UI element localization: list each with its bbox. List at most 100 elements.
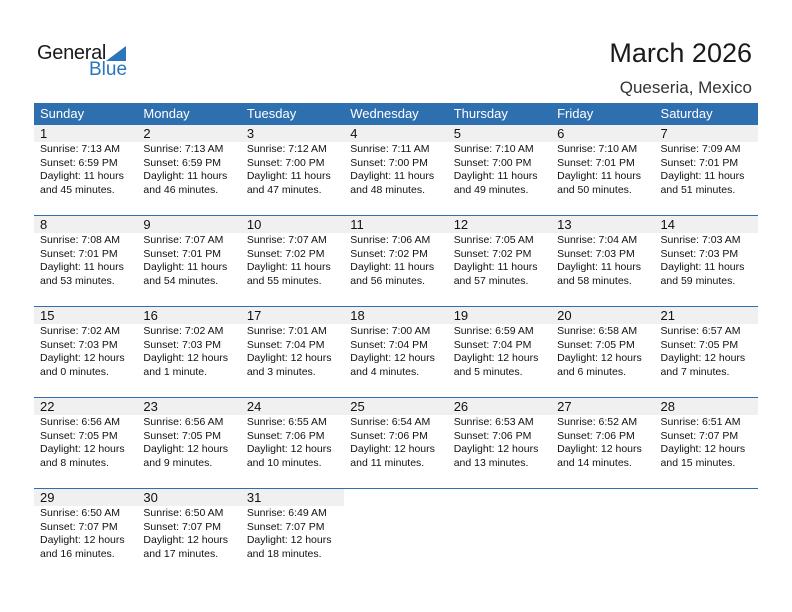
sunset-text: Sunset: 7:05 PM	[143, 429, 222, 442]
sunset-text: Sunset: 7:02 PM	[350, 247, 428, 260]
day-number: 25	[344, 398, 448, 415]
daylight2-text: and 0 minutes.	[40, 365, 109, 378]
daylight2-text: and 15 minutes.	[660, 456, 736, 469]
day-number: 24	[240, 398, 345, 415]
empty-cell	[551, 489, 654, 579]
sunset-text: Sunset: 7:05 PM	[557, 338, 635, 351]
daylight2-text: and 46 minutes.	[143, 183, 219, 196]
day-cell: 27 Sunrise: 6:52 AM Sunset: 7:06 PM Dayligh…	[551, 398, 655, 488]
sunset-text: Sunset: 7:01 PM	[557, 156, 635, 169]
sunrise-text: Sunrise: 6:52 AM	[557, 416, 638, 428]
day-cell: 11 Sunrise: 7:06 AM Sunset: 7:02 PM Dayligh…	[344, 216, 448, 306]
daylight1-text: Daylight: 11 hours	[246, 261, 331, 273]
daylight2-text: and 50 minutes.	[557, 183, 632, 196]
sunset-text: Sunset: 7:06 PM	[557, 429, 635, 442]
daylight1-text: Daylight: 12 hours	[143, 534, 229, 546]
sunset-text: Sunset: 7:00 PM	[350, 156, 428, 169]
sunrise-text: Sunrise: 6:51 AM	[660, 416, 741, 428]
day-cell: 22 Sunrise: 6:56 AM Sunset: 7:05 PM Dayligh…	[34, 398, 138, 488]
daylight1-text: Daylight: 12 hours	[453, 443, 539, 455]
daylight2-text: and 16 minutes.	[40, 547, 115, 560]
sunset-text: Sunset: 7:01 PM	[40, 247, 118, 260]
weekday-wednesday: Wednesday	[350, 106, 419, 121]
daylight2-text: and 49 minutes.	[453, 183, 529, 196]
daylight1-text: Daylight: 11 hours	[143, 170, 228, 182]
day-cell: 26 Sunrise: 6:53 AM Sunset: 7:06 PM Dayligh…	[447, 398, 552, 488]
daylight1-text: Daylight: 12 hours	[246, 534, 332, 546]
daylight1-text: Daylight: 11 hours	[40, 170, 124, 182]
sunrise-text: Sunrise: 7:06 AM	[350, 234, 431, 246]
daylight2-text: and 45 minutes.	[40, 183, 115, 196]
page-title: March 2026	[609, 38, 752, 68]
day-cell: 3 Sunrise: 7:12 AM Sunset: 7:00 PM Daylight…	[240, 125, 345, 215]
sunrise-text: Sunrise: 6:58 AM	[557, 325, 638, 337]
sunset-text: Sunset: 7:02 PM	[246, 247, 325, 260]
day-cell: 31 Sunrise: 6:49 AM Sunset: 7:07 PM Dayligh…	[240, 489, 345, 579]
day-number: 30	[137, 489, 241, 506]
sunset-text: Sunset: 6:59 PM	[143, 156, 222, 169]
day-number: 14	[654, 216, 758, 233]
sunset-text: Sunset: 7:06 PM	[350, 429, 428, 442]
sunrise-text: Sunrise: 7:01 AM	[246, 325, 327, 337]
day-number: 23	[137, 398, 241, 415]
empty-cell	[655, 489, 758, 579]
day-cell: 5 Sunrise: 7:10 AM Sunset: 7:00 PM Daylight…	[447, 125, 552, 215]
daylight2-text: and 14 minutes.	[557, 456, 632, 469]
daylight2-text: and 6 minutes.	[557, 365, 626, 378]
daylight2-text: and 59 minutes.	[660, 274, 736, 287]
sunset-text: Sunset: 7:07 PM	[660, 429, 739, 442]
daylight2-text: and 47 minutes.	[246, 183, 322, 196]
daylight2-text: and 7 minutes.	[660, 365, 730, 378]
day-number: 10	[240, 216, 345, 233]
week-row: 22 Sunrise: 6:56 AM Sunset: 7:05 PM Dayligh…	[34, 397, 758, 488]
day-cell: 4 Sunrise: 7:11 AM Sunset: 7:00 PM Daylight…	[344, 125, 448, 215]
daylight2-text: and 4 minutes.	[350, 365, 420, 378]
daylight1-text: Daylight: 12 hours	[660, 352, 746, 364]
daylight2-text: and 51 minutes.	[660, 183, 736, 196]
daylight1-text: Daylight: 12 hours	[453, 352, 539, 364]
daylight2-text: and 13 minutes.	[453, 456, 529, 469]
day-number: 29	[34, 489, 138, 506]
daylight2-text: and 3 minutes.	[246, 365, 316, 378]
weekday-thursday: Thursday	[453, 106, 508, 121]
day-cell: 24 Sunrise: 6:55 AM Sunset: 7:06 PM Dayligh…	[240, 398, 345, 488]
daylight2-text: and 55 minutes.	[246, 274, 322, 287]
day-number: 18	[344, 307, 448, 324]
sunrise-text: Sunrise: 7:00 AM	[350, 325, 431, 337]
day-cell: 19 Sunrise: 6:59 AM Sunset: 7:04 PM Dayligh…	[447, 307, 552, 397]
day-cell: 6 Sunrise: 7:10 AM Sunset: 7:01 PM Daylight…	[551, 125, 655, 215]
daylight2-text: and 53 minutes.	[40, 274, 115, 287]
sunrise-text: Sunrise: 7:11 AM	[350, 143, 430, 155]
day-number: 7	[654, 125, 758, 142]
day-cell: 12 Sunrise: 7:05 AM Sunset: 7:02 PM Dayligh…	[447, 216, 552, 306]
day-cell: 15 Sunrise: 7:02 AM Sunset: 7:03 PM Dayligh…	[34, 307, 138, 397]
day-cell: 29 Sunrise: 6:50 AM Sunset: 7:07 PM Dayligh…	[34, 489, 138, 579]
day-number: 17	[240, 307, 345, 324]
day-number: 31	[240, 489, 345, 506]
daylight2-text: and 1 minute.	[143, 365, 208, 378]
sunrise-text: Sunrise: 7:10 AM	[453, 143, 534, 155]
week-row: 15 Sunrise: 7:02 AM Sunset: 7:03 PM Dayligh…	[34, 306, 758, 397]
week-row: 8 Sunrise: 7:08 AM Sunset: 7:01 PM Daylight…	[34, 215, 758, 306]
daylight1-text: Daylight: 11 hours	[660, 261, 745, 273]
sunrise-text: Sunrise: 6:56 AM	[143, 416, 224, 428]
daylight2-text: and 10 minutes.	[246, 456, 322, 469]
weekday-monday: Monday	[143, 106, 190, 121]
day-cell: 13 Sunrise: 7:04 AM Sunset: 7:03 PM Dayligh…	[551, 216, 655, 306]
sunrise-text: Sunrise: 7:02 AM	[40, 325, 120, 337]
sunrise-text: Sunrise: 7:08 AM	[40, 234, 120, 246]
calendar-grid: Sunday Monday Tuesday Wednesday Thursday Frid…	[34, 103, 758, 579]
daylight1-text: Daylight: 12 hours	[350, 443, 435, 455]
day-cell: 23 Sunrise: 6:56 AM Sunset: 7:05 PM Dayligh…	[137, 398, 241, 488]
daylight1-text: Daylight: 12 hours	[40, 534, 125, 546]
day-cell: 16 Sunrise: 7:02 AM Sunset: 7:03 PM Dayligh…	[137, 307, 241, 397]
daylight2-text: and 18 minutes.	[246, 547, 322, 560]
daylight1-text: Daylight: 11 hours	[453, 170, 538, 182]
daylight1-text: Daylight: 12 hours	[557, 352, 642, 364]
daylight1-text: Daylight: 11 hours	[143, 261, 228, 273]
sunrise-text: Sunrise: 7:12 AM	[246, 143, 327, 155]
day-number: 2	[137, 125, 241, 142]
sunrise-text: Sunrise: 7:10 AM	[557, 143, 638, 155]
daylight1-text: Daylight: 12 hours	[660, 443, 746, 455]
